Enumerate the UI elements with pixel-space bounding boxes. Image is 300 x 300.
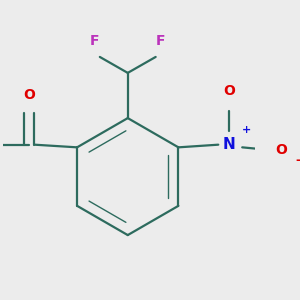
Text: N: N [223, 137, 235, 152]
Text: +: + [242, 125, 251, 135]
Text: O: O [275, 143, 287, 157]
Text: -: - [296, 154, 300, 167]
Text: O: O [23, 88, 35, 102]
Text: F: F [90, 34, 99, 48]
Text: O: O [223, 84, 235, 98]
Text: F: F [156, 34, 166, 48]
